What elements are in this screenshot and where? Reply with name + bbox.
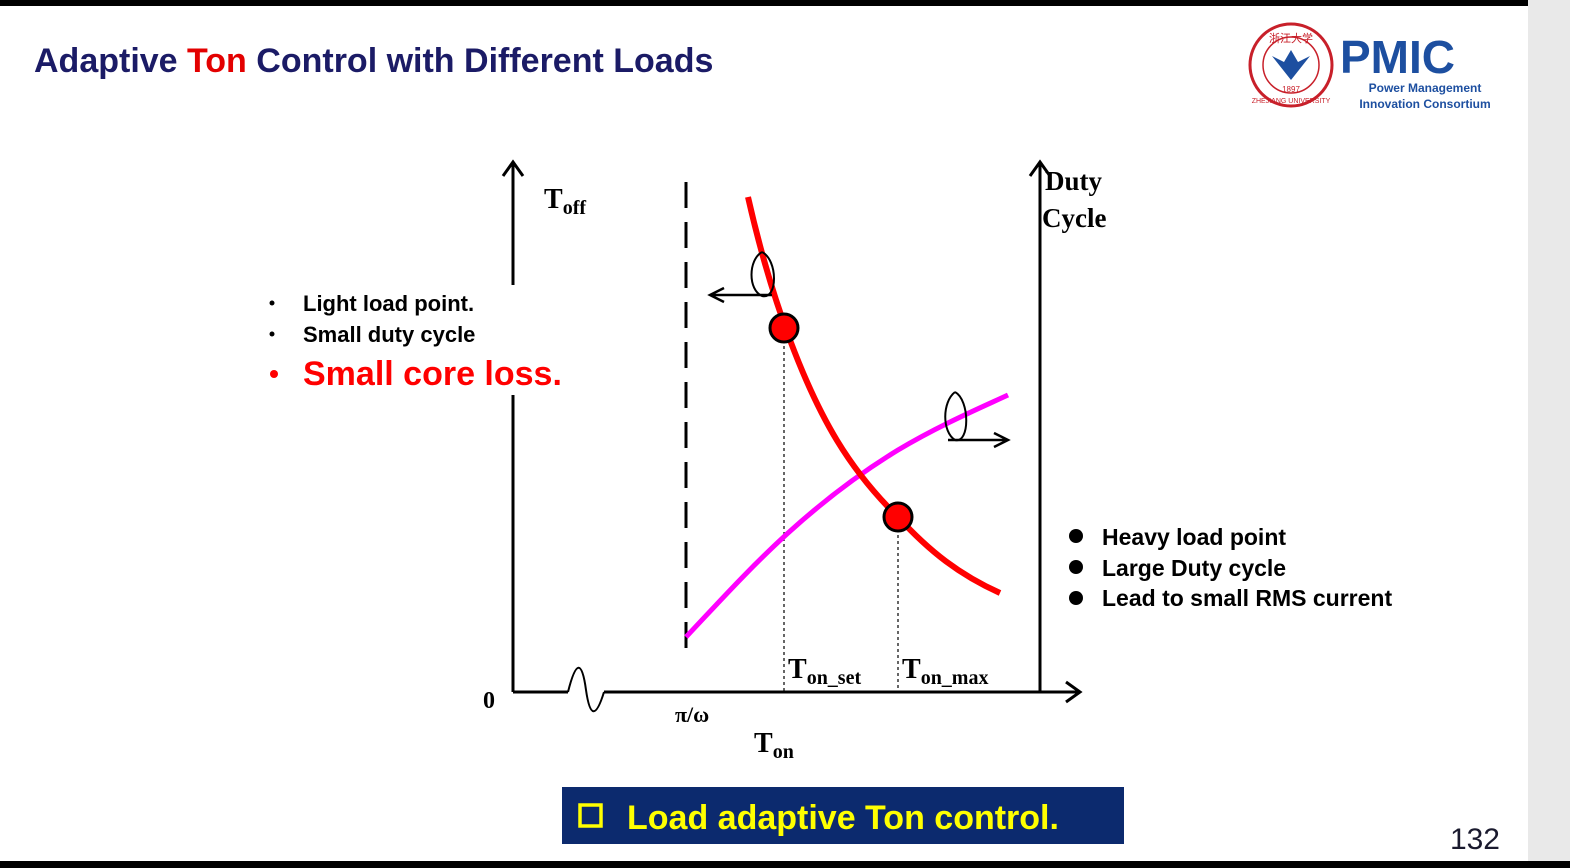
title-highlight: Ton — [187, 42, 247, 80]
right-axis — [1028, 159, 1052, 692]
duty-label: Duty — [1045, 166, 1103, 196]
x-axis — [513, 680, 1083, 704]
title-part: Adaptive — [34, 42, 187, 80]
heavy-load-point — [882, 501, 914, 533]
seal-ring — [1262, 36, 1320, 94]
checkbox — [578, 803, 603, 828]
brand-line: Power Management — [1369, 81, 1482, 95]
bottom-bar — [0, 861, 1570, 868]
page-number: 132 — [1450, 823, 1500, 856]
left-arrow — [707, 286, 772, 304]
ton-max-label: Ton_max — [902, 654, 988, 689]
bullet — [269, 331, 275, 337]
label-sub: on_set — [807, 667, 862, 689]
note: Heavy load point — [1102, 524, 1286, 550]
ton-label: Ton — [754, 728, 794, 763]
origin-label: 0 — [483, 688, 495, 714]
logo: 浙江大学 1897 ZHEJIANG UNIVERSITY PMIC Power… — [1248, 22, 1491, 111]
right-arrow — [948, 431, 1011, 449]
bullet — [1069, 591, 1083, 605]
bullet — [1069, 529, 1083, 543]
note: Small duty cycle — [303, 322, 475, 347]
label-main: T — [902, 654, 921, 685]
duty-curve — [684, 392, 1010, 639]
side-strip — [1528, 0, 1570, 868]
light-load-point — [768, 312, 800, 344]
brand: PMIC — [1340, 31, 1455, 83]
left-axis — [501, 159, 525, 692]
diagram — [501, 159, 1083, 713]
label-main: T — [544, 184, 563, 215]
label-sub: on_max — [921, 667, 989, 689]
top-bar — [0, 0, 1528, 6]
toff-label: Toff — [544, 184, 586, 219]
axis-break — [567, 666, 605, 713]
banner-text: Load adaptive Ton control. — [627, 799, 1059, 837]
toff-curve — [745, 196, 1002, 596]
banner-box — [562, 787, 1124, 844]
bullet — [1069, 560, 1083, 574]
light-load-notes: Light load point. Small duty cycle Small… — [269, 285, 590, 395]
note: Large Duty cycle — [1102, 555, 1286, 581]
seal-year: 1897 — [1282, 85, 1300, 94]
label-sub: on — [773, 741, 794, 763]
heavy-load-notes: Heavy load point Large Duty cycle Lead t… — [1069, 524, 1392, 611]
note: Lead to small RMS current — [1102, 585, 1392, 611]
title: Adaptive Ton Control with Different Load… — [34, 42, 713, 80]
seal-emblem — [1272, 50, 1310, 80]
duty-label: Cycle — [1042, 203, 1106, 233]
note-backdrop — [290, 285, 590, 395]
title-part: Control with Different Loads — [247, 42, 714, 80]
bullet — [270, 370, 278, 378]
diagram-labels: Toff Duty Cycle 0 π/ω Ton Ton_set Ton_ma… — [483, 166, 1106, 763]
bullet — [269, 300, 275, 306]
banner: Load adaptive Ton control. — [562, 787, 1124, 844]
pi-omega-label: π/ω — [675, 702, 709, 727]
brand-line: Innovation Consortium — [1359, 97, 1490, 111]
note: Light load point. — [303, 291, 474, 316]
ton-set-label: Ton_set — [788, 654, 861, 689]
label-sub: off — [563, 197, 587, 219]
emphasis-note: Small core loss. — [303, 355, 562, 393]
seal-text: 浙江大学 — [1269, 31, 1313, 45]
label-main: T — [754, 728, 773, 759]
seal-name: ZHEJIANG UNIVERSITY — [1252, 98, 1331, 105]
label-main: T — [788, 654, 807, 685]
